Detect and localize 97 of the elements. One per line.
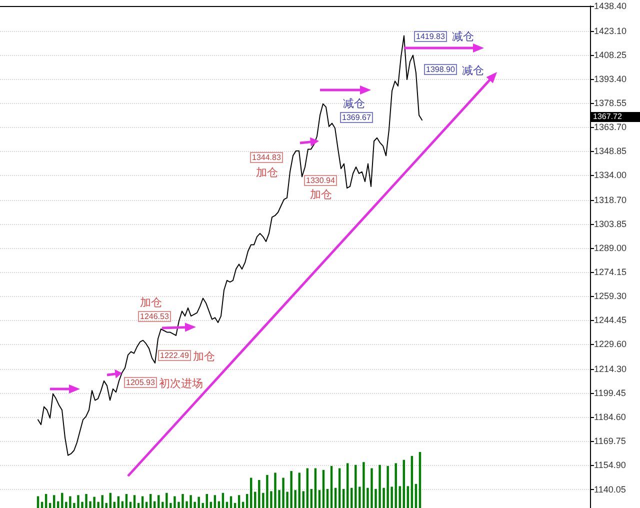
bar [258, 480, 260, 508]
bar [326, 488, 329, 508]
bar [398, 486, 401, 508]
annotation: 1246.53 [138, 311, 171, 322]
bar [149, 494, 152, 508]
bar [346, 463, 349, 508]
bar [250, 478, 252, 508]
y-tick-label: 1348.85 [594, 146, 627, 156]
annotation: 初次进场 [159, 376, 203, 390]
y-tick-label: 1214.30 [594, 364, 627, 374]
bar [206, 494, 208, 508]
bar [101, 495, 104, 508]
text: 1367.72 [590, 112, 640, 122]
y-tick-label: 1154.90 [594, 460, 626, 470]
y-tick-label: 1244.45 [594, 315, 627, 326]
y-tick-label: 1169.75 [594, 436, 626, 446]
annotation: 1222.49 [158, 350, 191, 362]
bar [406, 486, 410, 508]
bar [214, 495, 216, 508]
bar [266, 474, 268, 508]
bar [414, 484, 418, 508]
text: 减仓 [452, 30, 474, 42]
y-tick-label: 1334.00 [594, 170, 627, 180]
annotation: 1330.94 [304, 174, 337, 186]
y-tick-label: 1259.30 [594, 291, 627, 302]
bar [330, 466, 333, 508]
bar [350, 488, 353, 508]
y-tick-label: 1393.40 [594, 74, 627, 84]
text: 减仓 [462, 64, 484, 76]
bar [354, 464, 357, 508]
bar [362, 462, 365, 508]
y-tick-label: 1363.70 [594, 122, 627, 132]
annotation: 加仓 [310, 188, 332, 200]
bar [85, 494, 88, 508]
annotation: 1419.83 [414, 30, 447, 42]
y-tick-label: 1229.60 [594, 339, 627, 350]
y-tick-label: 1438.40 [594, 1, 627, 11]
bar [44, 494, 48, 508]
bar [378, 464, 381, 508]
bar [125, 494, 128, 508]
bar [334, 488, 337, 508]
annotation: 加仓 [140, 296, 162, 308]
bar [222, 492, 224, 508]
bar [109, 492, 112, 508]
annotation: 1369.67 [340, 112, 373, 123]
bar [198, 496, 200, 508]
y-tick-label: 1199.45 [594, 388, 626, 398]
bar [141, 496, 144, 508]
bar [77, 495, 80, 508]
y-tick-label: 1423.10 [594, 26, 627, 36]
bar [158, 495, 160, 508]
annotation: 加仓 [193, 350, 215, 362]
bar [61, 492, 64, 508]
y-tick-label: 1140.05 [594, 484, 626, 494]
bar [410, 456, 414, 508]
y-tick-label: 1184.60 [594, 412, 626, 422]
bar [190, 495, 192, 508]
bar [394, 463, 397, 508]
bar [133, 495, 136, 508]
y-tick-label: 1318.70 [594, 194, 627, 205]
bar [338, 468, 341, 508]
bar [418, 452, 422, 508]
y-tick-label: 1408.25 [594, 50, 627, 60]
bar [314, 468, 317, 508]
bar [182, 494, 184, 508]
bar [298, 472, 300, 508]
bar [52, 495, 56, 508]
bar [318, 490, 321, 508]
bar [402, 460, 406, 508]
bar [230, 496, 232, 508]
y-tick-label: 1303.85 [594, 218, 627, 229]
bar [342, 488, 345, 508]
bar [322, 470, 325, 508]
y-tick-label: 1274.15 [594, 267, 627, 278]
annotation: 减仓 [343, 96, 365, 110]
bar [370, 468, 373, 508]
bar [306, 468, 309, 508]
bar [290, 471, 292, 508]
bar [69, 496, 72, 508]
bar [310, 488, 313, 508]
bar [36, 496, 40, 508]
bar [117, 496, 120, 508]
bar [302, 491, 304, 508]
bar [166, 492, 168, 508]
bar [246, 494, 248, 508]
bar [282, 478, 284, 508]
annotation: 1205.93 [124, 377, 157, 388]
annotation: 1344.83 [250, 152, 283, 164]
bar [93, 496, 96, 508]
y-tick-label: 1289.00 [594, 243, 627, 254]
annotation: 1398.90 [424, 64, 457, 76]
y-tick-label: 1378.55 [594, 98, 627, 108]
bar [174, 496, 176, 508]
bar [386, 466, 389, 508]
annotation: 加仓 [256, 166, 278, 178]
bar [274, 472, 276, 508]
bar [238, 495, 240, 508]
